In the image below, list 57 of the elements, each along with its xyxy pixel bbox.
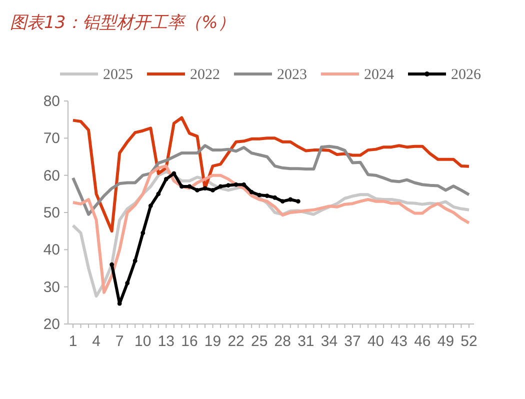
x-tick-label: 13 (158, 333, 175, 350)
x-tick-label: 16 (181, 333, 198, 350)
x-tick-label: 49 (437, 333, 454, 350)
x-tick-label: 52 (460, 333, 478, 350)
point (272, 195, 278, 200)
x-tick-label: 19 (204, 333, 222, 350)
legend-label: 2026 (451, 67, 482, 83)
y-tick-label: 30 (43, 278, 60, 296)
x-tick-label: 40 (367, 333, 384, 350)
legend-label: 2025 (103, 67, 133, 83)
y-tick-label: 70 (43, 130, 60, 148)
legend-label: 2024 (364, 67, 394, 83)
x-tick-label: 10 (134, 333, 152, 350)
x-tick-label: 37 (344, 333, 361, 350)
point (110, 262, 114, 267)
x-tick-label: 1 (68, 333, 78, 350)
x-tick-label: 43 (390, 333, 408, 350)
point (210, 188, 215, 192)
point (148, 204, 153, 208)
x-tick-label: 28 (274, 333, 291, 350)
point (172, 171, 176, 176)
legend-label: 2023 (277, 67, 307, 83)
point (296, 199, 300, 204)
point (125, 280, 130, 286)
point (187, 184, 192, 189)
y-tick-label: 20 (43, 316, 60, 333)
point (195, 188, 200, 192)
point (164, 176, 168, 182)
point (140, 230, 146, 236)
y-tick-label: 40 (43, 242, 60, 259)
x-tick-label: 46 (414, 333, 431, 350)
legend-label: 2022 (190, 67, 220, 83)
x-tick-label: 22 (228, 333, 244, 350)
point (180, 184, 184, 189)
y-tick-label: 60 (43, 167, 60, 184)
point (156, 192, 161, 196)
y-tick-label: 80 (43, 93, 60, 110)
point (288, 197, 293, 202)
point (226, 183, 230, 188)
point (234, 182, 238, 187)
chart-title: 图表13：铝型材开工率（%） (10, 13, 235, 33)
point (218, 184, 223, 189)
point (264, 194, 270, 198)
x-tick-label: 7 (115, 333, 124, 350)
line-series (72, 116, 470, 233)
point (202, 186, 208, 191)
line-series (72, 144, 470, 216)
point (249, 190, 254, 194)
x-tick-label: 4 (92, 333, 100, 350)
point (132, 258, 138, 264)
x-tick-label: 31 (298, 333, 314, 350)
point (280, 199, 285, 204)
x-tick-label: 34 (320, 333, 338, 350)
x-tick-label: 25 (251, 333, 268, 350)
point (257, 192, 262, 198)
point (242, 182, 246, 187)
y-tick-label: 50 (43, 204, 60, 222)
